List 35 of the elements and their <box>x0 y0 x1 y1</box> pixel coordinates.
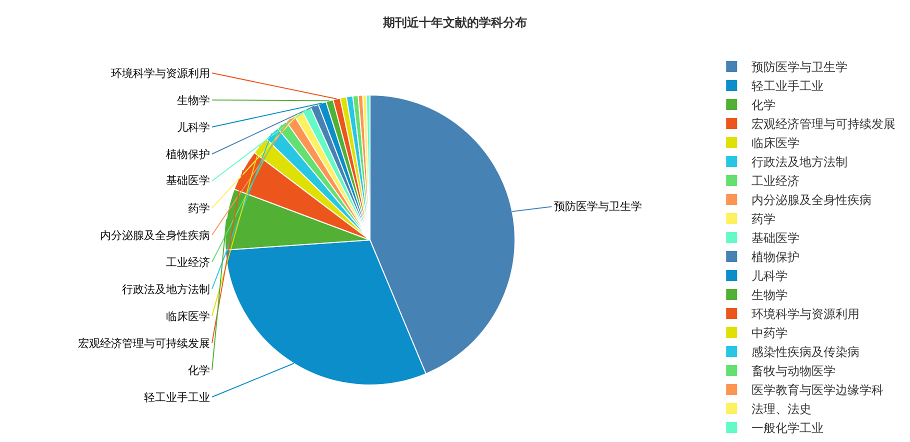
legend-label: 生物学 <box>752 288 788 302</box>
legend-label: 畜牧与动物医学 <box>752 364 836 378</box>
data-label: 宏观经济管理与可持续发展 <box>78 337 210 350</box>
data-label: 植物保护 <box>166 148 210 161</box>
data-label: 内分泌腺及全身性疾病 <box>100 229 210 242</box>
data-label: 工业经济 <box>166 256 210 269</box>
legend-label: 中药学 <box>752 326 788 340</box>
data-label: 预防医学与卫生学 <box>554 200 642 213</box>
legend-label: 化学 <box>752 98 776 112</box>
legend-label: 预防医学与卫生学 <box>752 60 848 74</box>
data-label: 行政法及地方法制 <box>122 283 210 296</box>
data-label: 儿科学 <box>177 121 210 134</box>
legend-label: 环境科学与资源利用 <box>752 307 860 322</box>
legend-label: 医学教育与医学边缘学科 <box>752 383 884 398</box>
legend-label: 一般化学工业 <box>752 421 824 436</box>
legend-label: 轻工业手工业 <box>752 79 824 94</box>
data-label: 生物学 <box>177 94 210 107</box>
data-label: 环境科学与资源利用 <box>111 67 210 80</box>
legend-label: 内分泌腺及全身性疾病 <box>752 193 872 208</box>
data-label: 轻工业手工业 <box>144 391 210 404</box>
legend-label: 工业经济 <box>752 174 800 188</box>
legend-label: 植物保护 <box>752 250 800 264</box>
data-label: 临床医学 <box>166 310 210 323</box>
legend-label: 宏观经济管理与可持续发展 <box>752 117 896 132</box>
legend-label: 感染性疾病及传染病 <box>752 345 860 360</box>
legend-label: 法理、法史 <box>752 402 812 416</box>
legend-label: 药学 <box>752 212 776 226</box>
legend-label: 基础医学 <box>752 231 800 246</box>
data-label: 基础医学 <box>166 174 210 187</box>
data-label: 化学 <box>188 364 210 377</box>
legend-label: 行政法及地方法制 <box>752 155 848 170</box>
chart-title: 期刊近十年文献的学科分布 <box>382 15 527 30</box>
legend-label: 临床医学 <box>752 136 800 150</box>
data-label: 药学 <box>188 202 210 215</box>
legend-label: 儿科学 <box>752 269 788 284</box>
